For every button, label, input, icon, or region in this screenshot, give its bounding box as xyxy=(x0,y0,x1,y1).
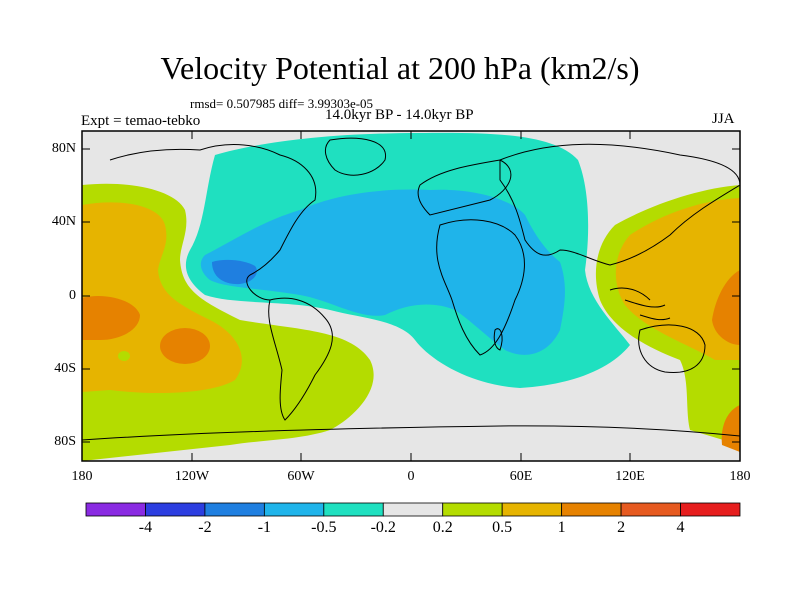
y-tick-label: 80N xyxy=(51,141,76,156)
colorbar-swatch xyxy=(620,502,681,517)
colorbar-swatch xyxy=(204,502,265,517)
rmsd-diff-stats: rmsd= 0.507985 diff= 3.99303e-05 xyxy=(190,96,374,111)
x-tick-label: 60E xyxy=(509,469,533,484)
axis-ticks xyxy=(81,131,741,461)
colorbar-swatch xyxy=(85,502,146,517)
colorbar-swatch xyxy=(145,502,206,517)
positive-region-southeast-tip xyxy=(721,405,740,452)
y-tick-label: 40S xyxy=(54,361,76,376)
colorbar-label: -0.2 xyxy=(370,519,396,536)
colorbar-label: 0.5 xyxy=(492,519,513,536)
colorbar-swatch xyxy=(680,502,741,517)
experiment-label: Expt = temao-tebko xyxy=(81,113,201,129)
positive-region-west-pacific-orange xyxy=(615,198,740,360)
colorbar-label: 1 xyxy=(557,519,566,536)
y-tick-label: 40N xyxy=(51,214,76,229)
x-tick-label: 0 xyxy=(407,469,415,484)
colorbar-swatch xyxy=(442,502,503,517)
x-tick-label: 120E xyxy=(615,469,645,484)
period-label: 14.0kyr BP - 14.0kyr BP xyxy=(325,107,474,123)
x-tick-label: 180 xyxy=(729,469,751,484)
x-tick-label: 60W xyxy=(287,469,315,484)
colorbar-label: 0.2 xyxy=(432,519,453,536)
positive-core-west-pacific xyxy=(712,270,740,345)
colorbar-swatch xyxy=(561,502,622,517)
colorbar-label: -4 xyxy=(138,519,153,536)
colorbar-swatch xyxy=(263,502,325,517)
positive-core-south-pacific xyxy=(160,328,210,364)
small-green-spot xyxy=(118,351,130,361)
x-tick-label: 120W xyxy=(174,469,210,484)
chart-title: Velocity Potential at 200 hPa (km2/s) xyxy=(160,50,640,86)
negative-region-blue xyxy=(200,189,565,355)
colorbar-label: -1 xyxy=(257,519,272,536)
colorbar-swatch xyxy=(323,502,384,517)
colorbar-swatch xyxy=(501,502,563,517)
colorbar xyxy=(85,502,741,517)
colorbar-swatch xyxy=(382,502,444,517)
negative-core-mexico xyxy=(212,259,257,285)
coastlines xyxy=(82,137,740,441)
positive-core-east-pacific xyxy=(82,295,140,340)
y-tick-label: 80S xyxy=(54,434,76,449)
season-label: JJA xyxy=(712,111,735,127)
colorbar-label: -0.5 xyxy=(311,519,337,536)
colorbar-label: 2 xyxy=(617,519,626,536)
colorbar-label: 4 xyxy=(676,519,685,536)
x-tick-label: 180 xyxy=(71,469,93,484)
colorbar-label: -2 xyxy=(198,519,212,536)
y-tick-label: 0 xyxy=(69,288,76,303)
